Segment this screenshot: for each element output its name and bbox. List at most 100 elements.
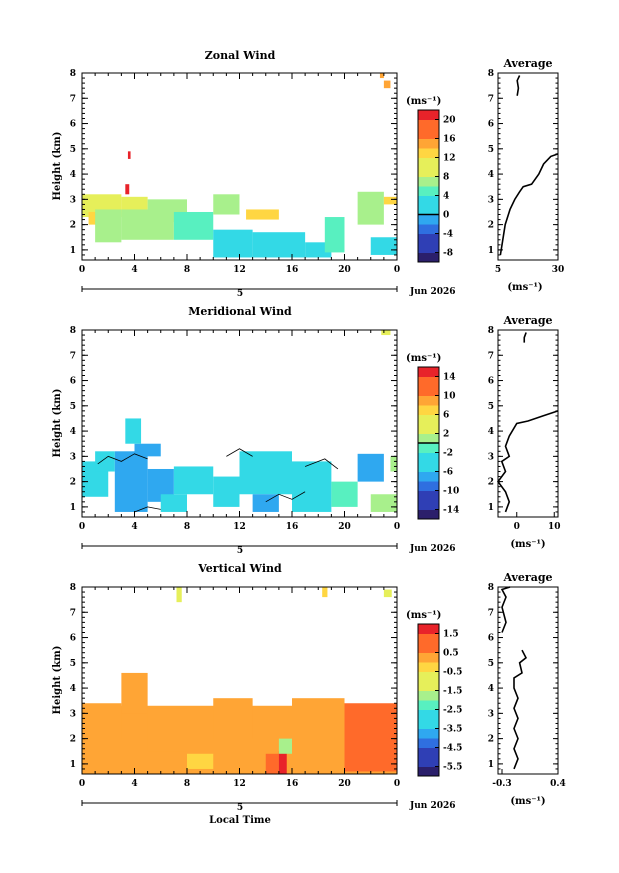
colorbar-swatch [418,138,439,149]
wind-cell [213,698,253,739]
zonal-wind-colorbar-unit: (ms⁻¹) [406,96,441,107]
y-tick-label: 3 [70,709,76,719]
profile-y-tick-label: 2 [488,221,494,231]
average-profile-line [500,586,511,633]
meridional-wind-date-label: Jun 2026 [409,544,456,554]
x-tick-label: 12 [233,779,246,789]
x-tick-label: 0 [79,265,85,275]
colorbar-swatch [418,252,439,263]
wind-cell [370,494,397,512]
profile-y-tick-label: 3 [488,195,494,205]
vertical-wind-date-label: Jun 2026 [409,801,456,811]
vertical-wind-colorbar: 1.5 0.5 -0.5 -1.5 -2.5 -3.5 -4.5 -5.5 [417,623,462,777]
colorbar-swatch [418,386,439,396]
meridional-wind-colorbar-unit: (ms⁻¹) [406,353,441,364]
vertical-wind-profile-title: Average [502,571,552,584]
colorbar-swatch [418,633,439,644]
colorbar-frame [417,109,440,263]
colorbar-swatch [418,119,439,130]
wind-cell [252,494,279,512]
y-tick-label: 4 [70,684,76,694]
colorbar-tick-label: 4 [443,192,449,202]
colorbar-tick-label: 20 [443,116,456,126]
colorbar-tick-label: -2.5 [443,706,462,716]
wind-cell [82,703,122,739]
profile-x-tick-label: -0.3 [492,779,511,789]
colorbar-tick-label: -8 [443,249,453,259]
wind-cell [187,753,214,769]
wind-cell [147,708,187,752]
profile-y-tick-label: 6 [488,120,494,130]
colorbar-tick-label: -1.5 [443,687,462,697]
colorbar-swatch [418,643,439,653]
y-tick-label: 6 [70,377,76,387]
wind-cell [95,209,122,243]
colorbar-tick-label: -3.5 [443,725,462,735]
colorbar-swatch [418,728,439,739]
colorbar-swatch [418,766,439,777]
y-tick-label: 2 [70,735,76,745]
vertical-wind-cells [82,587,397,774]
y-tick-label: 7 [70,351,76,361]
average-profile-line [513,649,528,770]
y-tick-label: 7 [70,94,76,104]
wind-cell [95,451,115,472]
zonal-wind-day-bar [81,286,398,292]
average-profile-line [516,75,521,96]
colorbar-tick-label: 8 [443,173,449,183]
wind-cell [246,209,279,220]
colorbar-swatch [418,443,439,453]
profile-y-tick-label: 7 [488,94,494,104]
wind-cell [121,196,148,212]
profile-y-tick-label: 6 [488,377,494,387]
wind-cell [383,80,391,89]
colorbar-swatch [418,671,439,682]
y-tick-label: 8 [70,326,76,336]
colorbar-tick-label: -2 [443,449,453,459]
vertical-wind-colorbar-unit: (ms⁻¹) [406,610,441,621]
wind-cell [213,194,240,215]
colorbar-swatch [418,452,439,463]
profile-y-tick-label: 2 [488,735,494,745]
wind-cell [173,466,214,495]
y-tick-label: 4 [70,427,76,437]
wind-cell [160,494,187,512]
y-tick-label: 8 [70,69,76,79]
colorbar-tick-label: -0.5 [443,668,462,678]
x-tick-label: 0 [394,779,400,789]
wind-cell [292,461,332,512]
wind-cell [173,211,214,240]
profile-y-tick-label: 6 [488,634,494,644]
colorbar-swatch [418,376,439,387]
colorbar-tick-label: 1.5 [443,630,459,640]
average-profile-line [497,410,559,513]
colorbar-swatch [418,167,439,177]
profile-x-tick-label: 30 [552,265,565,275]
profile-x-tick-label: 5 [495,265,501,275]
x-tick-label: 16 [286,522,299,532]
profile-y-tick-label: 1 [488,760,494,770]
colorbar-tick-label: -4 [443,230,453,240]
colorbar-tick-label: -5.5 [443,763,462,773]
profile-y-tick-label: 4 [488,684,494,694]
zonal-wind-profile-title: Average [502,57,552,70]
colorbar-tick-label: -4.5 [443,744,462,754]
vertical-wind-day-bar [81,800,398,806]
profile-y-tick-label: 8 [488,583,494,593]
zero-contour [304,458,339,470]
zero-contour [265,491,306,503]
meridional-wind-profile: 1 2 3 4 5 6 7 8 0 10 [488,326,561,532]
wind-cell [292,698,345,739]
profile-y-tick-label: 7 [488,351,494,361]
meridional-wind-profile-title: Average [502,314,552,327]
colorbar-tick-label: 14 [443,373,456,383]
colorbar-swatch [418,471,439,482]
colorbar-swatch [418,224,439,234]
y-tick-label: 1 [70,246,76,256]
profile-axes [497,329,559,518]
zonal-wind-cells [82,73,397,258]
profile-axes [497,586,559,775]
x-tick-label: 4 [131,779,137,789]
